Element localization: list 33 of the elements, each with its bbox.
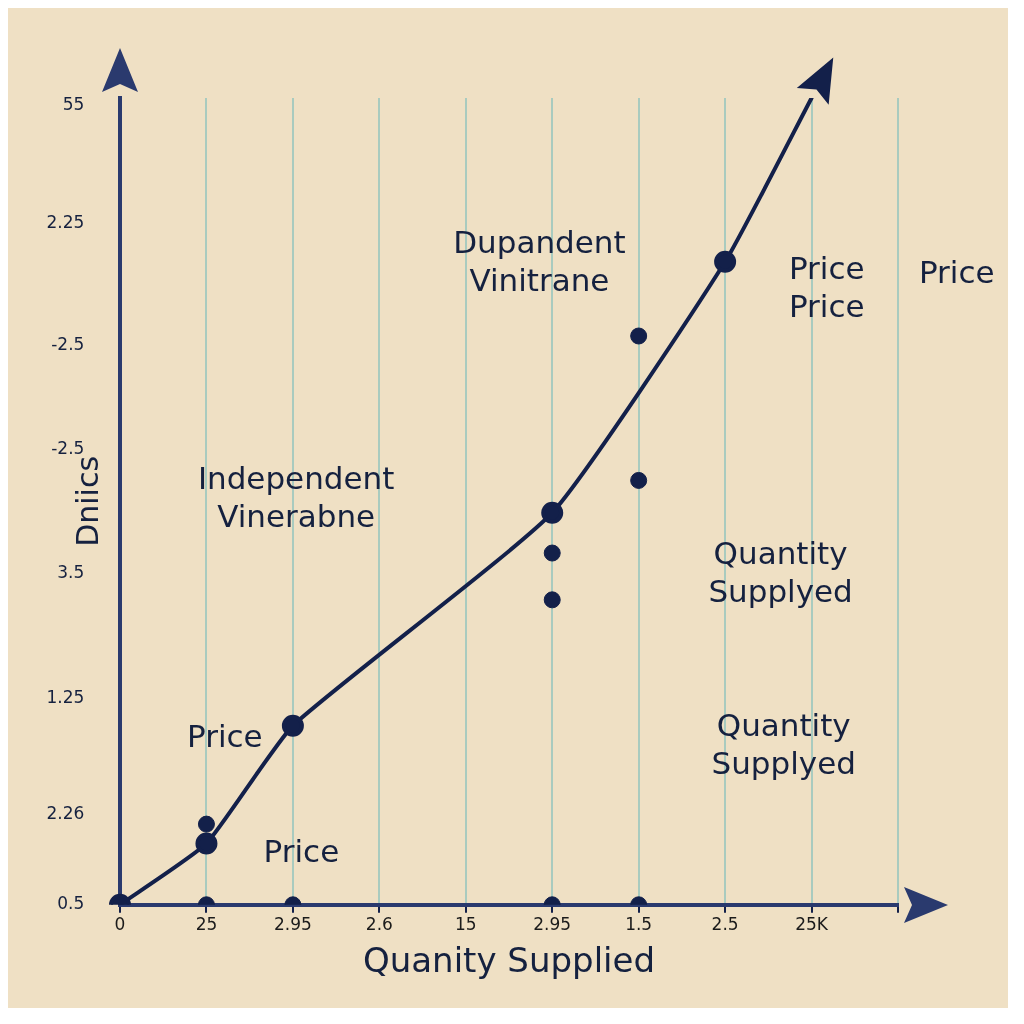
- annotation: Dupandent Vinitrane: [453, 223, 626, 298]
- annotation: Price: [263, 832, 340, 869]
- text: -2.5: [51, 333, 85, 354]
- point: [543, 591, 561, 609]
- annotation: Price Price: [788, 250, 865, 325]
- text: 55: [62, 93, 85, 114]
- text: 0.5: [57, 893, 85, 914]
- point: [630, 327, 648, 345]
- x-axis-title: Quanity Supplied: [362, 940, 656, 981]
- annotation: Price: [187, 718, 263, 755]
- annotation: Quantity Supplyed: [711, 706, 856, 781]
- x-tick-label: 1.5: [625, 914, 653, 935]
- point: [541, 501, 564, 524]
- y-axis-title: Dniics: [69, 455, 105, 547]
- text: 3.5: [57, 562, 85, 583]
- point: [543, 544, 561, 562]
- text: Price: [918, 254, 995, 291]
- point: [714, 250, 737, 273]
- x-tick-label: 0: [114, 914, 126, 935]
- text: 2.26: [46, 802, 85, 823]
- text: 1.25: [46, 687, 85, 708]
- x-tick-label: 2.5: [711, 914, 739, 935]
- text: -2.5: [51, 437, 85, 458]
- x-tick-label: 15: [454, 914, 477, 935]
- annotation: Quantity Supplyed: [708, 534, 853, 609]
- x-tick-label: 25K: [795, 914, 829, 935]
- x-tick-label: 2.95: [273, 914, 312, 935]
- x-tick-label: 25: [195, 914, 218, 935]
- x-tick-label: 2.95: [533, 914, 572, 935]
- text: 2.25: [46, 211, 85, 232]
- annotation: Independent Vinerabne: [197, 460, 395, 535]
- point: [630, 471, 648, 489]
- x-tick-label: 2.6: [365, 914, 393, 935]
